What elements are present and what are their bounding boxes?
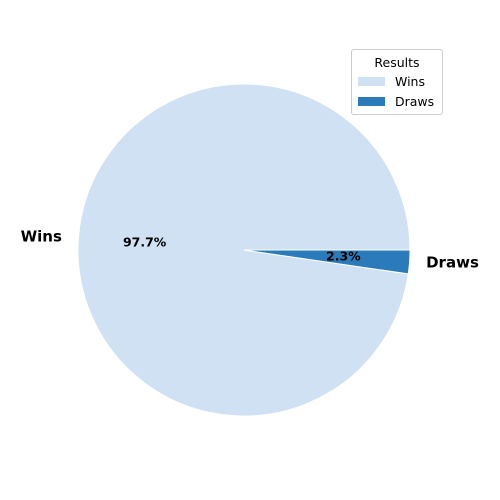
category-label-wins: Wins [21,227,62,245]
category-label-draws: Draws [426,254,479,272]
legend-swatch-draws [358,96,385,106]
legend-label-wins: Wins [395,73,425,89]
legend-item-wins: Wins [358,71,442,91]
legend-label-draws: Draws [395,93,435,109]
legend-swatch-wins [358,76,385,86]
pie-slice-draws [243,249,411,275]
percent-label-draws: 2.3% [326,249,361,264]
legend: Results Wins Draws [351,49,443,115]
pie-labels: Wins 97.7% Draws 2.3% [21,227,479,271]
percent-label-wins: 97.7% [123,234,167,249]
legend-item-draws: Draws [358,91,442,111]
legend-title: Results [374,55,420,70]
pie-slices [77,83,411,417]
